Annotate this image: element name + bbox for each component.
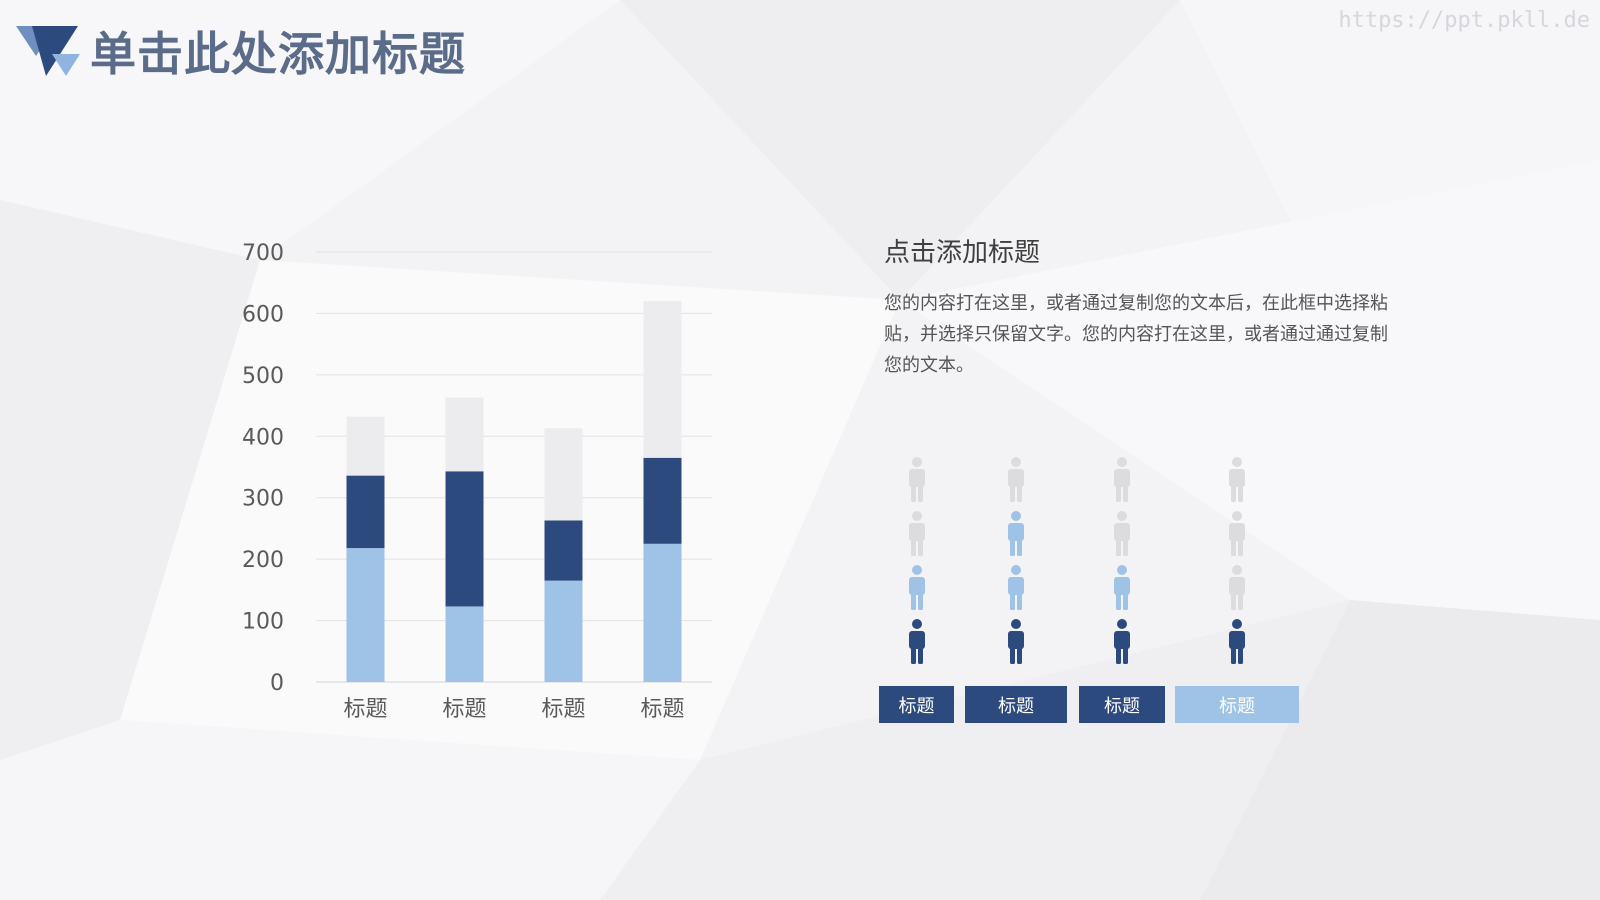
person-icon	[1114, 619, 1130, 664]
y-tick-label: 700	[242, 241, 284, 266]
pictograph-label[interactable]: 标题	[965, 686, 1067, 723]
x-tick-label: 标题	[343, 697, 387, 722]
y-tick-label: 0	[270, 671, 284, 696]
person-icon	[1229, 511, 1245, 556]
bar-segment	[643, 543, 682, 682]
y-tick-label: 100	[242, 610, 284, 635]
info-body[interactable]: 您的内容打在这里，或者通过复制您的文本后，在此框中选择粘贴，并选择只保留文字。您…	[884, 293, 1388, 376]
bar-segment	[643, 457, 682, 544]
slide-title[interactable]: 单击此处添加标题	[90, 27, 466, 81]
pictograph-label[interactable]: 标题	[1079, 686, 1165, 723]
bar-segment	[445, 606, 484, 682]
bar-segment	[346, 548, 385, 682]
person-icon	[909, 565, 925, 610]
y-tick-label: 600	[242, 302, 284, 327]
person-icon	[1114, 457, 1130, 502]
person-icon	[909, 619, 925, 664]
x-tick-label: 标题	[640, 697, 684, 722]
bar-segment	[346, 416, 385, 476]
person-icon	[909, 511, 925, 556]
bar-segment	[544, 520, 583, 581]
person-icon	[1008, 619, 1024, 664]
info-heading[interactable]: 点击添加标题	[884, 238, 1041, 268]
bar-segment	[544, 428, 583, 521]
x-tick-label: 标题	[442, 697, 486, 722]
person-icon	[1114, 565, 1130, 610]
person-icon	[1229, 457, 1245, 502]
bar-segment	[643, 301, 682, 458]
person-icon	[1008, 511, 1024, 556]
bar-segment	[346, 475, 385, 549]
bar-segment	[544, 580, 583, 682]
pictograph-label[interactable]: 标题	[879, 686, 954, 723]
y-tick-label: 200	[242, 548, 284, 573]
pictograph-label[interactable]: 标题	[1175, 686, 1299, 723]
person-icon	[1114, 511, 1130, 556]
bar-segment	[445, 397, 484, 472]
person-icon	[909, 457, 925, 502]
logo-triangles-icon	[16, 26, 80, 76]
watermark: https://ppt.pkll.de	[1338, 8, 1590, 33]
x-tick-label: 标题	[541, 697, 585, 722]
person-icon	[1008, 457, 1024, 502]
y-tick-label: 300	[242, 487, 284, 512]
y-tick-label: 400	[242, 425, 284, 450]
person-icon	[1229, 619, 1245, 664]
y-tick-label: 500	[242, 364, 284, 389]
bar-segment	[445, 471, 484, 607]
person-icon	[1008, 565, 1024, 610]
person-icon	[1229, 565, 1245, 610]
